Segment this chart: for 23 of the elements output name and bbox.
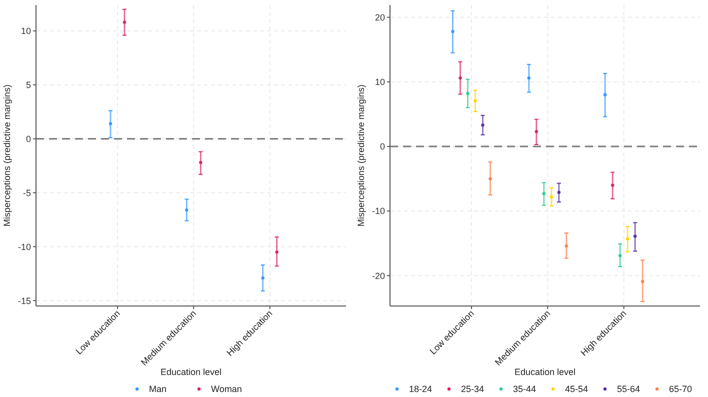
legend-label: 25-34 <box>461 384 484 394</box>
y-tick-label: 0 <box>380 142 385 152</box>
y-tick-label: -10 <box>18 242 31 252</box>
y-tick-label: 10 <box>374 77 385 88</box>
y-tick-label: 20 <box>374 12 385 22</box>
x-axis-title: Education level <box>514 367 576 377</box>
x-axis-title: Education level <box>160 367 222 377</box>
legend-label: 18-24 <box>409 384 432 394</box>
y-tick-label: 10 <box>20 26 31 36</box>
y-tick-label: -20 <box>372 270 385 281</box>
legend-label: 35-44 <box>513 384 536 394</box>
legend-label: 65-70 <box>669 384 692 394</box>
y-tick-label: 5 <box>26 80 31 90</box>
y-tick-label: 0 <box>26 134 31 144</box>
y-tick-label: -5 <box>22 188 31 198</box>
y-tick-label: -15 <box>18 296 31 306</box>
legend-label: Man <box>149 384 167 394</box>
y-axis-title: Misperceptions (predictive margins) <box>2 84 12 227</box>
legend-label: 45-54 <box>565 384 588 394</box>
y-tick-label: -10 <box>372 206 385 216</box>
legend-label: Woman <box>211 384 242 394</box>
legend-label: 55-64 <box>617 384 640 394</box>
y-axis-title: Misperceptions (predictive margins) <box>356 84 366 227</box>
